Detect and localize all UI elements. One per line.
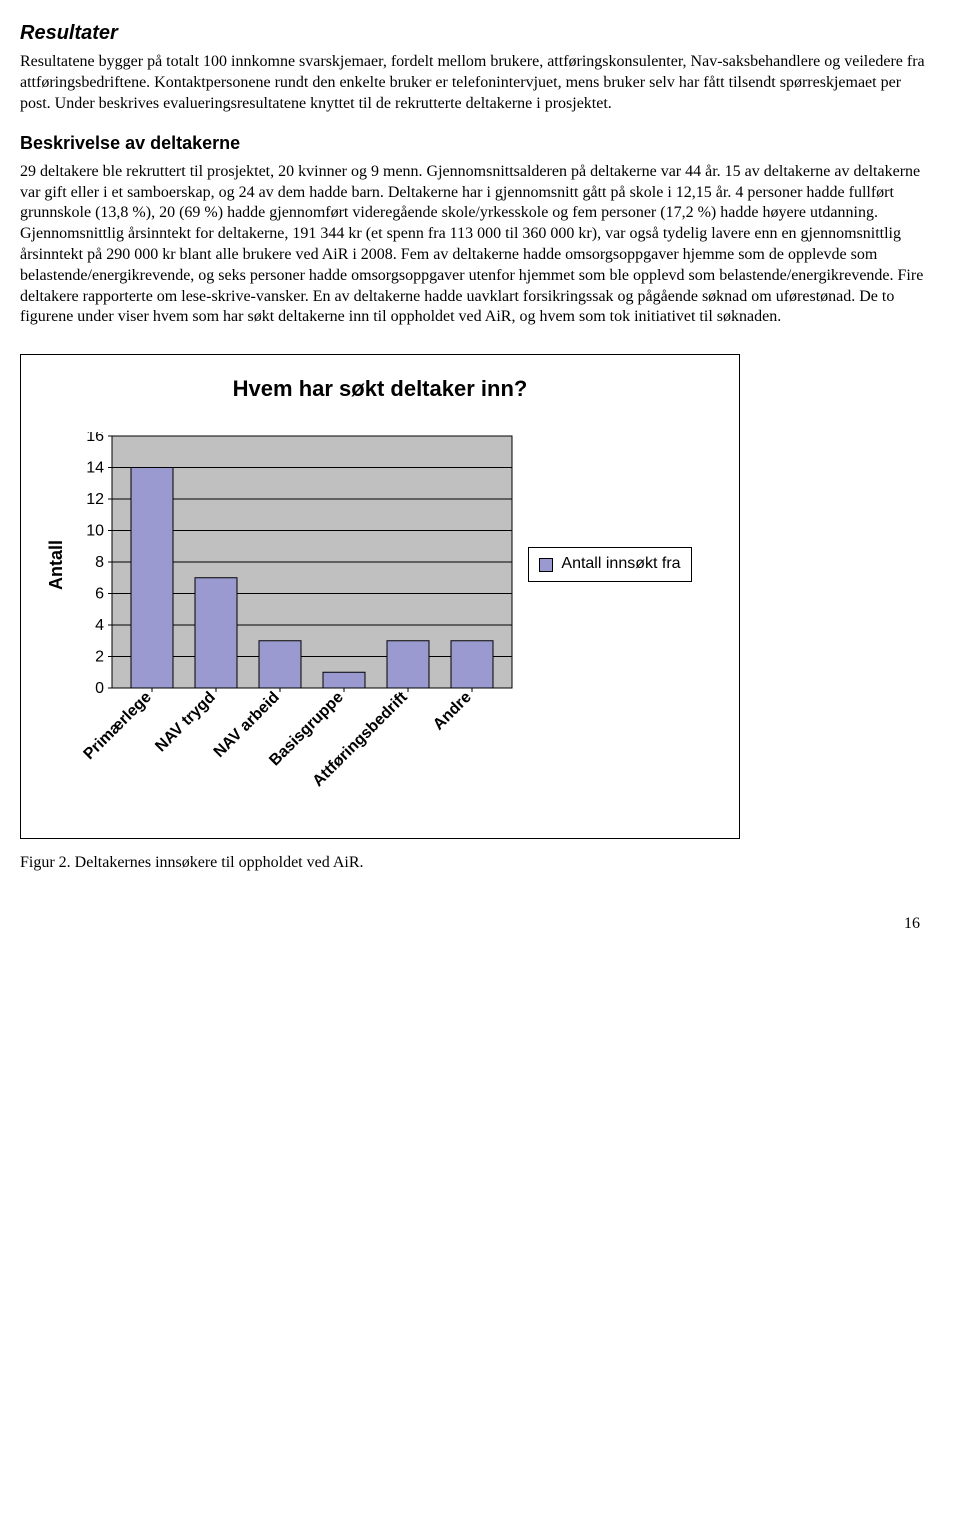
page-number: 16 bbox=[20, 914, 930, 935]
svg-text:16: 16 bbox=[87, 432, 105, 445]
bar-chart: 0 2 4 6 8 10 12 14 16 PrimærlegeNAV trygdNAV arbe… bbox=[76, 432, 516, 808]
svg-text:NAV trygd: NAV trygd bbox=[153, 689, 220, 756]
legend-label: Antall innsøkt fra bbox=[561, 554, 680, 575]
svg-text:4: 4 bbox=[95, 617, 104, 634]
chart-legend: Antall innsøkt fra bbox=[528, 547, 691, 582]
figure-caption: Figur 2. Deltakernes innsøkere til oppho… bbox=[20, 853, 930, 874]
svg-text:Andre: Andre bbox=[431, 688, 476, 733]
chart-title: Hvem har søkt deltaker inn? bbox=[45, 375, 715, 404]
section-title: Resultater bbox=[20, 20, 930, 46]
chart-ylabel: Antall bbox=[45, 540, 68, 590]
body-paragraph: 29 deltakere ble rekruttert til prosjekt… bbox=[20, 162, 930, 328]
svg-text:14: 14 bbox=[87, 459, 105, 476]
svg-text:8: 8 bbox=[95, 554, 104, 571]
svg-text:6: 6 bbox=[95, 585, 104, 602]
svg-text:12: 12 bbox=[87, 491, 105, 508]
svg-text:2: 2 bbox=[95, 648, 104, 665]
legend-swatch bbox=[539, 558, 553, 572]
svg-text:Primærlege: Primærlege bbox=[81, 688, 155, 762]
svg-text:10: 10 bbox=[87, 522, 105, 539]
intro-paragraph: Resultatene bygger på totalt 100 innkomn… bbox=[20, 52, 930, 114]
subsection-title: Beskrivelse av deltakerne bbox=[20, 132, 930, 155]
svg-text:NAV arbeid: NAV arbeid bbox=[211, 689, 283, 761]
svg-text:0: 0 bbox=[95, 680, 104, 697]
chart-container: Hvem har søkt deltaker inn? Antall 0 2 4 6 8… bbox=[20, 354, 740, 839]
